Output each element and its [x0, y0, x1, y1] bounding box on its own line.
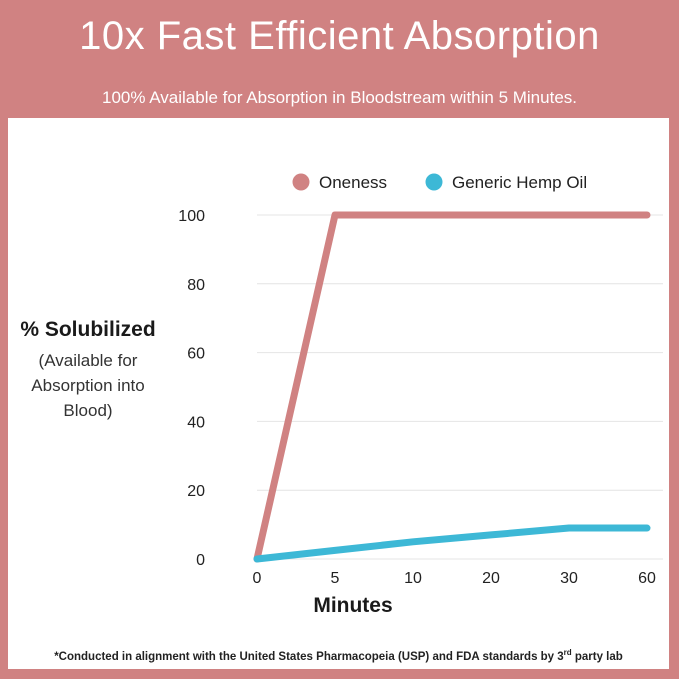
page-subtitle: 100% Available for Absorption in Bloodst…: [101, 88, 577, 107]
x-axis-title: Minutes: [313, 594, 393, 617]
x-tick-label: 20: [482, 570, 500, 587]
y-axis-label: % Solubilized: [20, 318, 156, 341]
grid-lines: [257, 214, 663, 560]
page-title: 10x Fast Efficient Absorption: [79, 14, 600, 58]
line-chart: 0 20 40 60 80 100 0 5 10 20 30 60 Oneness Generic H…: [178, 173, 663, 587]
legend: Oneness Generic Hemp Oil: [292, 173, 587, 192]
series-line-generic-hemp-oil: [253, 524, 651, 563]
y-tick-label: 60: [187, 346, 205, 363]
y-tick-label: 100: [178, 208, 205, 225]
chart-panel: 0 20 40 60 80 100 0 5 10 20 30 60 Oneness Generic H…: [8, 118, 669, 669]
legend-marker: [292, 173, 310, 191]
y-tick-labels: 0 20 40 60 80 100: [178, 208, 205, 569]
legend-label: Generic Hemp Oil: [452, 173, 587, 192]
legend-label: Oneness: [319, 173, 387, 192]
y-axis-note-line-2: Absorption into: [31, 376, 145, 395]
footnote-text: *Conducted in alignment with the United …: [54, 650, 564, 663]
x-tick-label: 10: [404, 570, 422, 587]
y-tick-label: 0: [196, 552, 205, 569]
x-tick-label: 5: [331, 570, 340, 587]
x-tick-label: 30: [560, 570, 578, 587]
y-tick-label: 20: [187, 483, 205, 500]
x-tick-label: 0: [253, 570, 262, 587]
x-tick-labels: 0 5 10 20 30 60: [253, 570, 656, 587]
y-tick-label: 80: [187, 277, 205, 294]
footnote-text-end: party lab: [571, 650, 623, 663]
y-axis-note-line-1: (Available for: [38, 351, 138, 370]
y-axis-title: % Solubilized (Available for Absorption …: [8, 318, 168, 423]
series-line-oneness: [253, 211, 651, 563]
legend-marker: [425, 173, 443, 191]
footnote: *Conducted in alignment with the United …: [8, 648, 669, 663]
y-tick-label: 40: [187, 414, 205, 431]
x-tick-label: 60: [638, 570, 656, 587]
footnote-superscript: rd: [563, 648, 572, 657]
y-axis-note-line-3: Blood): [63, 401, 113, 420]
series-lines: [253, 211, 651, 563]
